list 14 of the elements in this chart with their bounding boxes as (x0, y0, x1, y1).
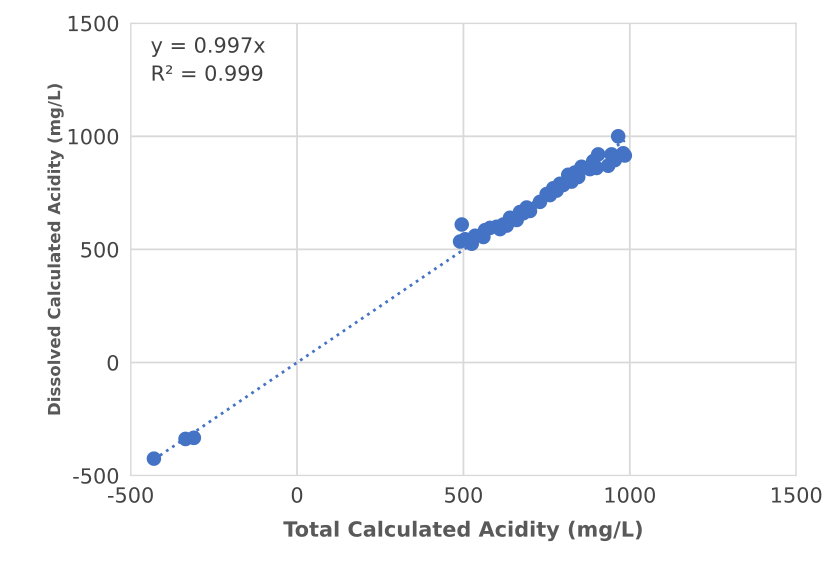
x-tick-label: 0 (292, 487, 302, 503)
x-tick-label: 1000 (606, 487, 655, 503)
y-tick-label: -500 (73, 468, 118, 484)
y-axis-title: Dissolved Calculated Acidity (mg/L) (47, 84, 64, 415)
y-tick-label: 0 (108, 354, 118, 371)
y-tick-label: 1500 (68, 16, 118, 32)
x-tick-label: -500 (108, 487, 153, 503)
y-tick-label: 500 (81, 242, 118, 258)
x-tick-label: 1500 (772, 487, 822, 503)
x-tick-label: 500 (445, 487, 482, 503)
y-tick-label: 1000 (68, 128, 118, 145)
x-axis-title: Total Calculated Acidity (mg/L) (283, 520, 642, 542)
annotation: y = 0.997x (151, 37, 265, 57)
annotation: R² = 0.999 (152, 65, 262, 81)
